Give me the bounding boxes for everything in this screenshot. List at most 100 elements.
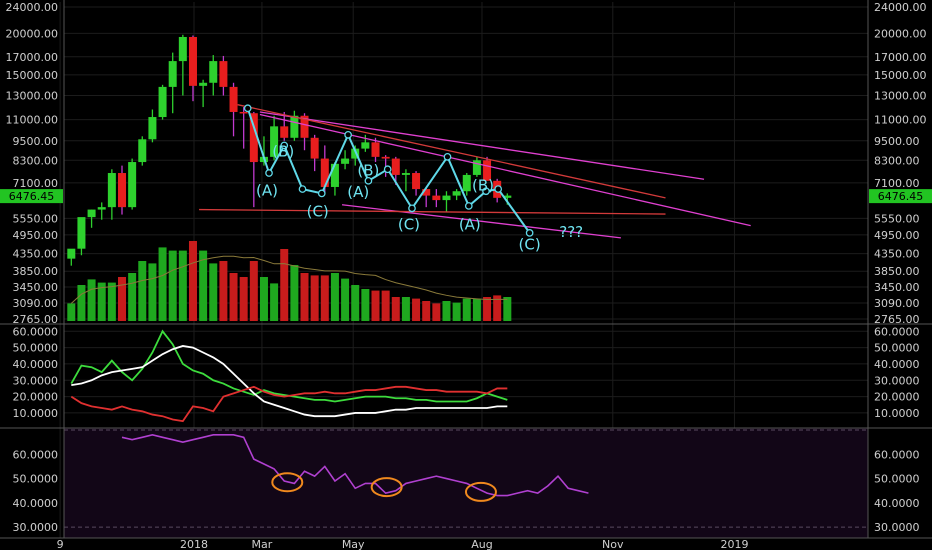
candle-body [118, 173, 126, 208]
rsi-tick-label-right: 50.0000 [874, 473, 920, 486]
volume-bar [341, 278, 350, 321]
volume-bar [168, 250, 177, 321]
volume-bar [97, 282, 106, 321]
volume-bar [219, 261, 228, 321]
x-tick-label: May [342, 538, 365, 550]
candle-body [452, 191, 461, 196]
price-tick-label-left: 11000.00 [6, 114, 59, 127]
candle-body [87, 209, 96, 218]
price-panel[interactable]: (B) (A) (C) (B) (A) (C) (B) (A) (C)??? [67, 34, 751, 321]
price-tick-label-left: 3090.00 [13, 297, 59, 310]
highlight-circle [271, 472, 304, 493]
candle-body [300, 115, 309, 138]
wave-point [298, 185, 307, 193]
candle-body [67, 248, 76, 259]
wave-label: (A) [459, 216, 481, 234]
wave-path [243, 104, 534, 237]
wave-point [525, 229, 534, 237]
volume-bar [199, 250, 208, 321]
price-tick-label-left: 8300.00 [13, 154, 59, 167]
price-tick-label-right: 17000.00 [874, 51, 927, 64]
candle-body [239, 111, 248, 114]
trendlines [199, 104, 751, 239]
candle-body [199, 82, 208, 86]
wave-point [265, 169, 273, 177]
volume-bar [351, 285, 360, 321]
wave-label: (C) [307, 203, 329, 221]
volume-bar [483, 297, 492, 321]
volume-bar [87, 279, 96, 321]
indicator-tick-label-left: 20.0000 [13, 391, 59, 404]
rsi-panel[interactable] [64, 428, 868, 538]
price-tick-label-left: 3450.00 [13, 281, 59, 294]
indicator-tick-label-right: 30.0000 [874, 374, 920, 387]
wave-point [364, 176, 373, 185]
wave-point [344, 130, 352, 139]
highlight-circle [464, 481, 497, 502]
indicator-tick-label-right: 40.0000 [874, 358, 920, 371]
volume-bar [320, 275, 329, 321]
trendline [237, 104, 666, 199]
trendline [199, 208, 666, 215]
rsi-tick-label-left: 40.0000 [13, 497, 59, 510]
trendline [259, 113, 751, 227]
price-tick-label-right: 7100.00 [874, 177, 920, 190]
volume-bar [290, 265, 299, 321]
price-tick-label-right: 20000.00 [874, 27, 927, 40]
wave-point [494, 185, 503, 193]
candle-body [148, 117, 157, 140]
indicator-tick-label-right: 60.0000 [874, 325, 920, 338]
indicator-tick-label-left: 40.0000 [13, 358, 59, 371]
indicator-tick-label-right: 20.0000 [874, 391, 920, 404]
volume-bar [67, 303, 76, 321]
price-tick-label-right: 3450.00 [874, 281, 920, 294]
price-tick-label-left: 7100.00 [13, 177, 59, 190]
price-tick-label-left: 4350.00 [13, 248, 59, 261]
candle-body [483, 160, 492, 181]
candle-body [310, 137, 319, 159]
price-tick-label-right: 3850.00 [874, 265, 920, 278]
candle-body [351, 148, 360, 159]
candle-body [107, 173, 116, 208]
wave-label: (A) [347, 183, 369, 201]
volume-bar [371, 290, 380, 321]
candle-body [178, 36, 187, 62]
rsi-tick-label-left: 50.0000 [13, 473, 59, 486]
candle-body [209, 61, 218, 83]
volume-bar [310, 275, 319, 321]
volume-bar [503, 297, 512, 321]
volume-bar [422, 301, 431, 321]
volume-bar [209, 263, 218, 321]
price-tick-label-left: 2765.00 [13, 313, 59, 326]
candle-body [219, 61, 228, 87]
candle-body [391, 158, 400, 175]
highlight-circle [370, 477, 403, 498]
x-tick-label: 2018 [180, 538, 208, 550]
price-tick-label-left: 5550.00 [13, 212, 59, 225]
indicator-panel[interactable] [70, 329, 508, 423]
price-badge-right-bg [869, 189, 932, 204]
price-tick-label-left: 24000.00 [6, 1, 59, 14]
rsi-tick-label-right: 40.0000 [874, 497, 920, 510]
candle-body [472, 160, 481, 175]
candle-body [77, 217, 86, 249]
price-tick-label-left: 17000.00 [6, 51, 59, 64]
x-tick-label: 2019 [720, 538, 748, 550]
candle-body [361, 142, 370, 149]
wave-point [482, 187, 490, 196]
candle-body [442, 195, 451, 201]
volume-bar [493, 295, 502, 321]
volume-bar [107, 282, 116, 321]
wave-label: (A) [256, 182, 278, 200]
candle-body [168, 61, 177, 87]
volume-bar [239, 277, 248, 321]
candle-body [422, 189, 431, 196]
indicator-tick-label-left: 30.0000 [13, 374, 59, 387]
indicator-line [71, 345, 508, 418]
volume-bar [381, 290, 390, 321]
candle-body [401, 173, 410, 175]
x-tick-label: Mar [252, 538, 273, 550]
volume-bar [188, 241, 197, 321]
